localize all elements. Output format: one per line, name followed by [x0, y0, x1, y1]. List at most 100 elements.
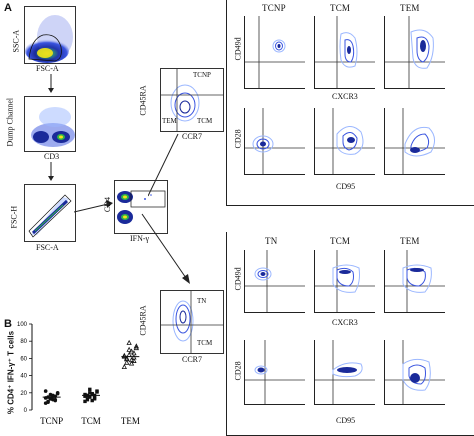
quad-label-tn: TN — [197, 297, 207, 305]
gating-plot-cd4-ifng — [114, 180, 168, 234]
bottom-r1-plot-2 — [314, 250, 375, 313]
data-point — [133, 345, 139, 351]
x-category-label: TCNP — [40, 416, 63, 426]
data-point — [92, 397, 97, 401]
y-tick-label: 80 — [20, 339, 27, 345]
bottom-r1-ylabel: CD49d — [233, 267, 243, 291]
arrow-right-icon — [74, 200, 113, 213]
data-point — [95, 390, 99, 394]
data-point — [128, 348, 135, 354]
data-point — [53, 397, 58, 402]
gating-plot-dump-cd3 — [24, 96, 76, 152]
data-point — [133, 343, 139, 349]
data-point — [55, 391, 60, 396]
y-tick-label: 0 — [24, 408, 28, 414]
bottom-col-title-1: TN — [265, 236, 278, 246]
plot3-xlabel: FSC-A — [36, 243, 59, 252]
data-point — [121, 363, 127, 369]
y-tick-label: 20 — [20, 391, 27, 397]
data-point — [88, 387, 92, 392]
y-tick-label: 60 — [20, 356, 27, 362]
bottom-col-title-2: TCM — [330, 236, 351, 246]
plot5-xlabel: CCR7 — [182, 132, 203, 141]
quad-label-tcm: TCM — [197, 117, 213, 125]
plot3-ylabel: FSC-H — [9, 205, 19, 229]
data-point — [83, 392, 87, 397]
density-cloud — [117, 190, 166, 224]
plot2-ylabel: Dump Channel — [5, 97, 15, 147]
x-category-label: TCM — [81, 416, 101, 426]
density-cloud — [31, 107, 75, 147]
data-point — [90, 391, 94, 396]
plot6-xlabel: CCR7 — [182, 355, 203, 364]
data-point — [124, 359, 130, 365]
top-r2-plot-3 — [384, 108, 445, 175]
y-tick-label: 100 — [17, 322, 28, 328]
arrow-down-right-icon — [141, 213, 190, 284]
data-point — [126, 339, 132, 345]
data-point — [46, 400, 50, 405]
contour-cloud — [161, 291, 223, 353]
bottom-col-title-3: TEM — [400, 236, 420, 246]
plot1-ylabel: SSC-A — [11, 29, 21, 53]
panel-b-scatter-chart: 0 20 40 60 80 100 TCNP TCM TEM — [17, 322, 140, 426]
contour-cloud — [161, 69, 223, 131]
top-r2-plot-1 — [244, 108, 305, 175]
bottom-r2-plot-2 — [314, 340, 375, 405]
quad-label-tcnp: TCNP — [193, 71, 211, 79]
bottom-r2-xlabel: CD95 — [336, 416, 356, 425]
quad-label-tcm: TCM — [197, 339, 213, 347]
panel-a-letter: A — [4, 2, 12, 14]
data-point — [124, 355, 130, 361]
y-tick-label: 40 — [20, 374, 27, 380]
data-point — [43, 389, 48, 393]
arrow-up-right-icon — [148, 133, 179, 197]
x-category-label: TEM — [121, 416, 140, 426]
gating-plot-ssc-fsc — [24, 6, 76, 64]
top-r1-ylabel: CD49d — [233, 37, 243, 61]
data-point — [83, 394, 87, 398]
bottom-r1-xlabel: CXCR3 — [332, 318, 358, 327]
data-point — [88, 391, 92, 395]
plot5-ylabel: CD45RA — [138, 85, 148, 116]
density-diagonal — [28, 194, 72, 238]
bottom-r1-plot-1 — [244, 250, 305, 313]
data-point — [126, 346, 132, 352]
top-block — [226, 0, 474, 206]
data-point — [131, 354, 137, 360]
top-col-title-2: TCM — [330, 3, 351, 13]
arrow-down-icon — [48, 162, 54, 181]
top-r2-ylabel: CD28 — [233, 129, 243, 149]
panel-b-letter: B — [4, 318, 12, 330]
top-col-title-1: TCNP — [262, 3, 286, 13]
gating-plot-fsch-fsca — [24, 184, 76, 242]
top-r2-plot-2 — [314, 108, 375, 175]
data-point — [128, 360, 135, 366]
bottom-r2-plot-1 — [244, 340, 305, 405]
top-r1-plot-2 — [314, 16, 375, 89]
top-r1-plot-3 — [384, 16, 445, 89]
arrow-down-icon — [48, 74, 54, 93]
plot4-xlabel: IFN-γ — [130, 234, 150, 243]
bottom-r2-ylabel: CD28 — [233, 361, 243, 381]
plot4-ylabel: CD4 — [103, 196, 113, 213]
data-point — [88, 395, 92, 399]
top-r1-plot-1 — [244, 16, 305, 89]
data-point — [121, 352, 127, 358]
plot2-xlabel: CD3 — [44, 152, 60, 161]
bottom-r1-plot-3 — [384, 250, 445, 313]
plot1-xlabel: FSC-A — [36, 64, 59, 73]
data-point — [124, 356, 130, 362]
quad-label-tem: TEM — [162, 117, 177, 125]
gating-plot-cd45ra-ccr7-bottom: TN TCM — [160, 290, 224, 354]
top-col-title-3: TEM — [400, 3, 420, 13]
top-r1-xlabel: CXCR3 — [332, 92, 358, 101]
data-point — [90, 398, 94, 403]
data-point — [85, 394, 90, 398]
bottom-r2-plot-3 — [384, 340, 445, 405]
top-r2-xlabel: CD95 — [336, 182, 356, 191]
data-point — [85, 397, 90, 402]
gating-plot-cd45ra-ccr7-top: TCNP TEM TCM — [160, 68, 224, 132]
data-point — [83, 399, 87, 404]
data-point — [131, 357, 137, 363]
